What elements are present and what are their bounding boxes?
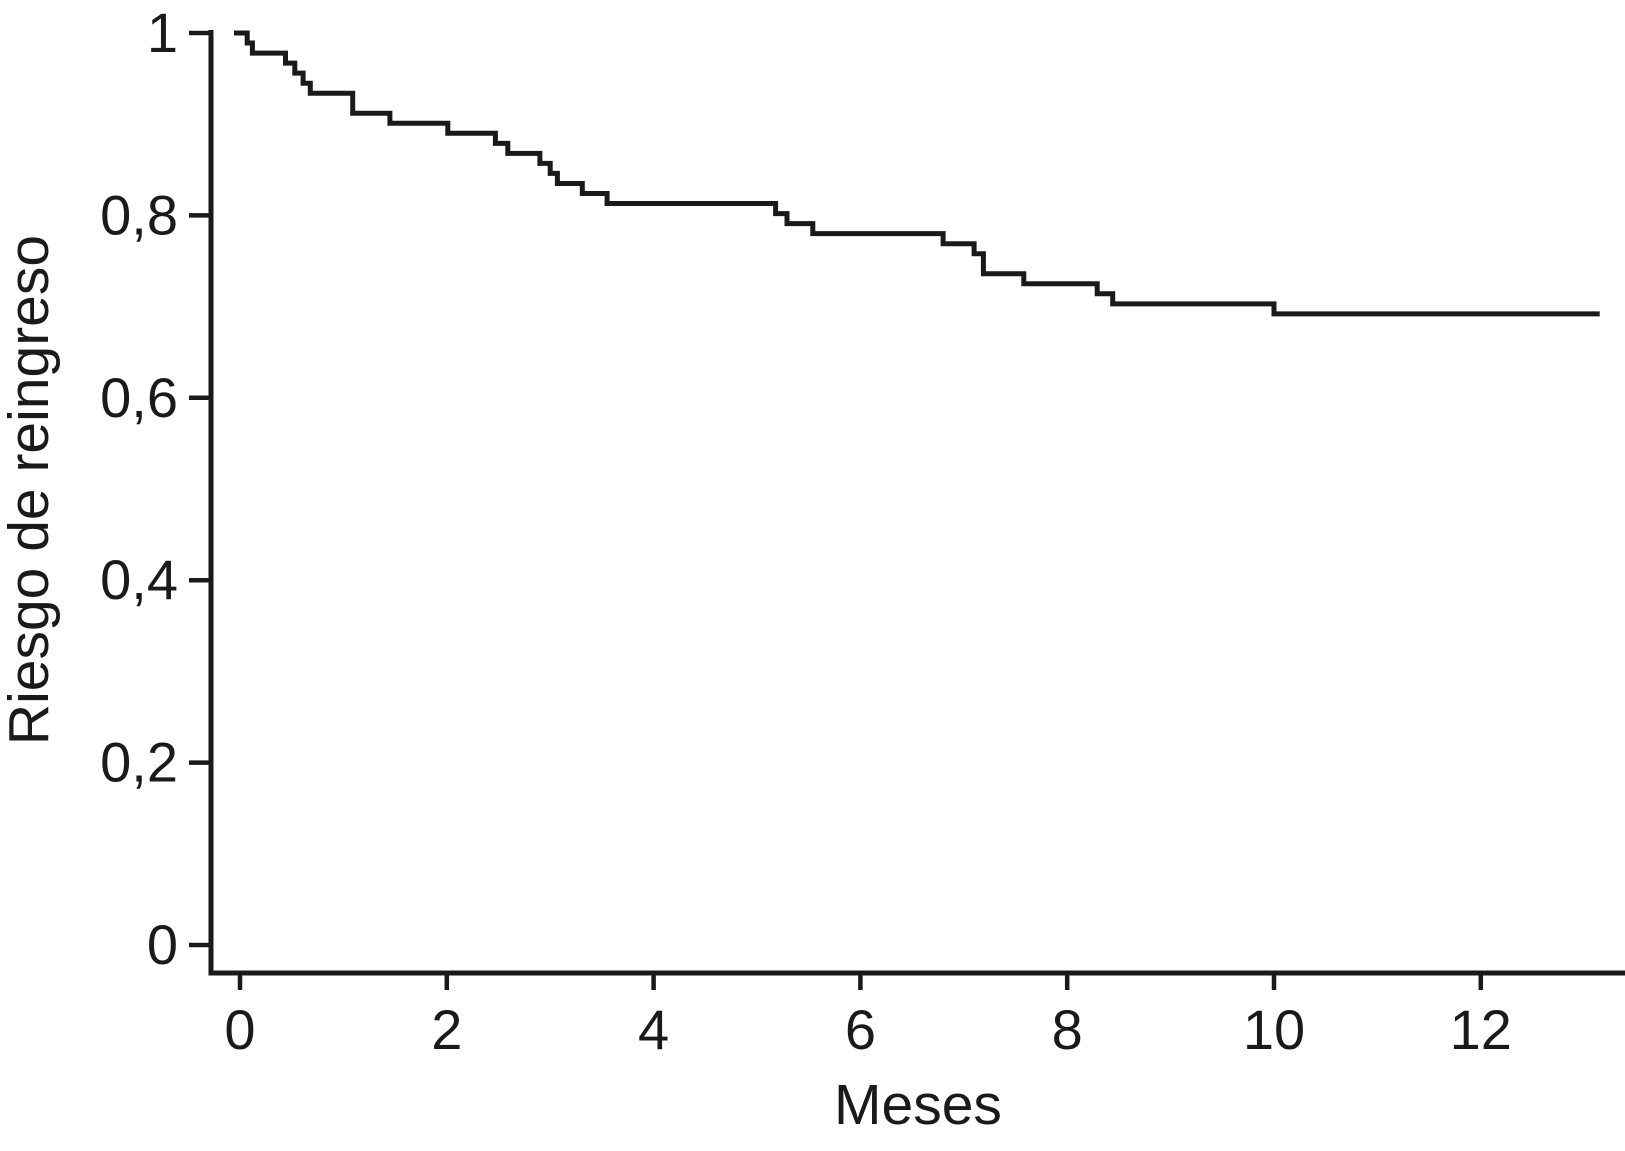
y-tick-label: 0,6	[100, 366, 178, 429]
y-tick-label: 1	[147, 1, 178, 64]
survival-curve	[234, 30, 1600, 317]
x-tick-label: 4	[638, 998, 669, 1061]
y-axis-ticks: 1 0,8 0,6 0,4 0,2 0	[100, 1, 211, 976]
y-tick-label: 0	[147, 913, 178, 976]
x-tick-label: 12	[1450, 998, 1512, 1061]
x-axis-ticks: 0 2 4 6 8 10 12	[224, 973, 1512, 1061]
axes	[208, 30, 1625, 976]
x-tick-label: 2	[431, 998, 462, 1061]
risk-step-line	[234, 30, 1600, 317]
x-tick-label: 10	[1243, 998, 1305, 1061]
x-axis-title: Meses	[834, 1073, 1002, 1137]
y-tick-label: 0,2	[100, 731, 178, 794]
x-tick-label: 8	[1052, 998, 1083, 1061]
x-tick-label: 0	[224, 998, 255, 1061]
y-axis-title: Riesgo de reingreso	[0, 235, 61, 745]
x-tick-label: 6	[845, 998, 876, 1061]
y-tick-label: 0,4	[100, 548, 178, 611]
y-tick-label: 0,8	[100, 183, 178, 246]
